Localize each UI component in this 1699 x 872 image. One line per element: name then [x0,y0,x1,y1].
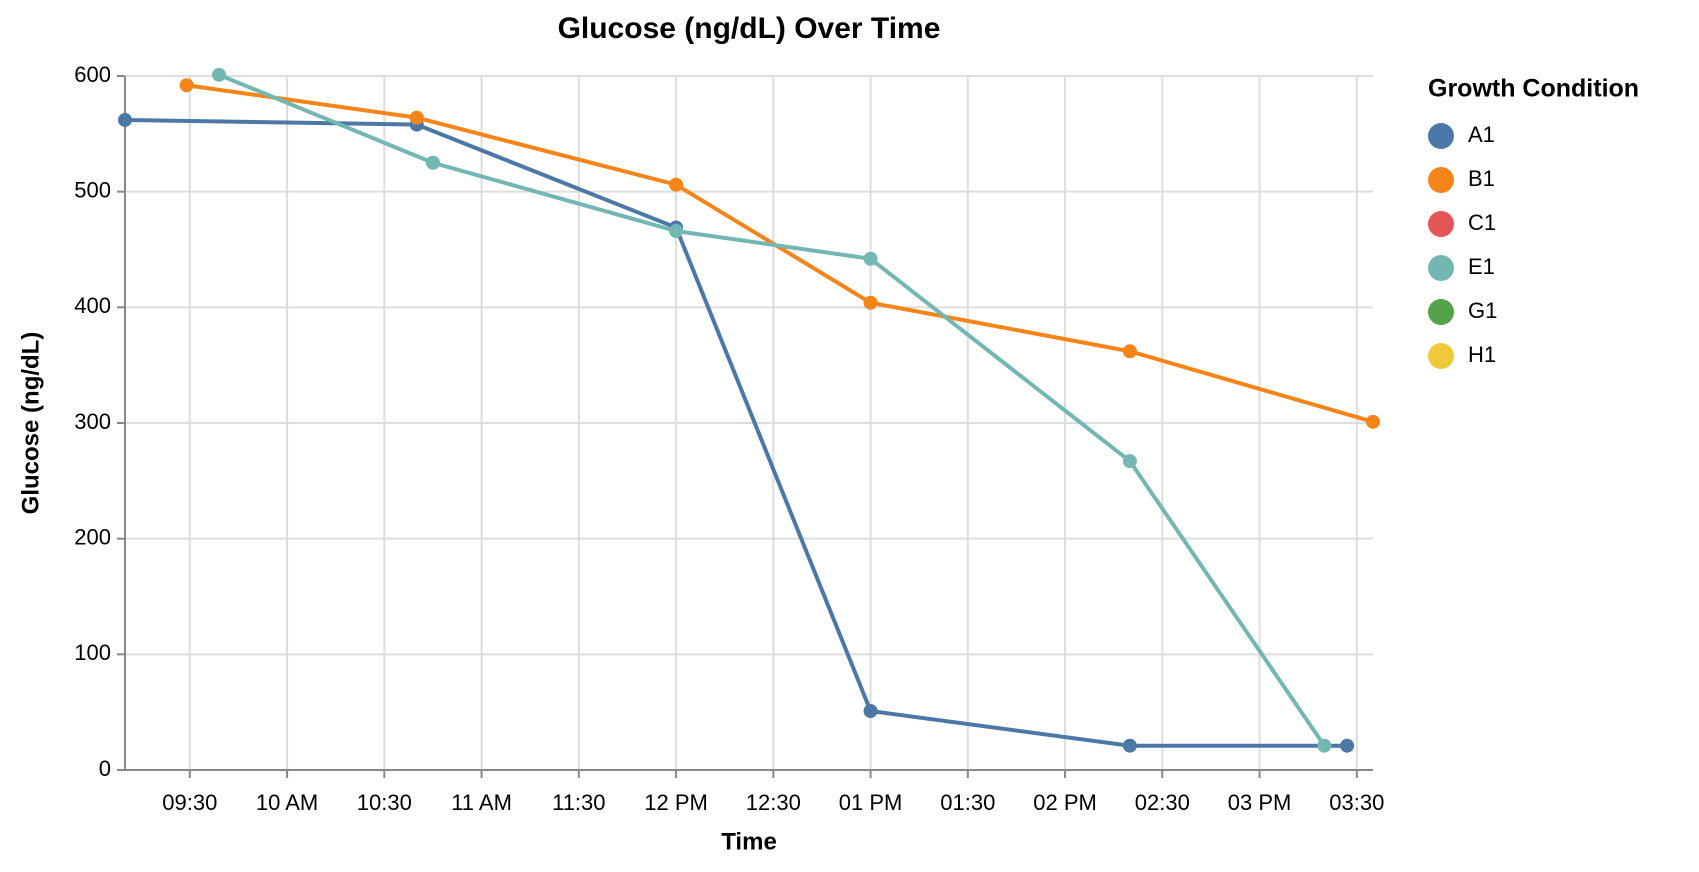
legend-title: Growth Condition [1428,75,1639,103]
legend-swatch [1428,211,1454,237]
data-point [409,110,424,125]
data-point [425,155,440,170]
data-point [179,78,194,93]
chart-title: Glucose (ng/dL) Over Time [558,12,941,45]
x-tick-label: 02 PM [1033,790,1097,815]
y-axis-title: Glucose (ng/dL) [17,332,44,515]
legend-label: E1 [1468,254,1495,279]
legend-swatch [1428,343,1454,369]
y-tick-label: 500 [74,177,111,202]
data-point [863,704,878,719]
legend-swatch [1428,299,1454,325]
y-tick-label: 300 [74,409,111,434]
data-point [1122,344,1137,359]
x-tick-label: 12:30 [746,790,801,815]
x-tick-label: 09:30 [162,790,217,815]
data-point [863,295,878,310]
data-point [212,67,227,82]
legend-swatch [1428,167,1454,193]
legend-label: A1 [1468,122,1495,147]
x-tick-label: 11 AM [451,790,512,815]
y-tick-label: 200 [74,524,111,549]
data-point [669,177,684,192]
x-tick-label: 03 PM [1228,790,1292,815]
legend-label: B1 [1468,166,1495,191]
data-point [1366,414,1380,429]
data-point [1340,738,1355,753]
x-axis-title: Time [721,828,777,855]
x-tick-label: 10:30 [357,790,412,815]
legend-label: C1 [1468,210,1496,235]
y-tick-label: 600 [74,62,111,87]
x-tick-label: 11:30 [552,790,605,815]
series-line [218,72,1327,747]
legend-label: H1 [1468,342,1496,367]
data-point [118,112,132,127]
legend-swatch [1428,123,1454,149]
data-point [669,223,684,238]
x-tick-label: 01:30 [940,790,995,815]
y-tick-label: 400 [74,293,111,318]
y-tick-label: 100 [74,640,111,665]
series-line [124,117,1348,748]
x-tick-label: 02:30 [1135,790,1190,815]
y-tick-label: 0 [99,756,111,781]
legend-swatch [1428,255,1454,281]
data-point [1122,738,1137,753]
data-point [1122,454,1137,469]
x-tick-label: 01 PM [839,790,903,815]
data-point [1317,738,1332,753]
x-tick-label: 03:30 [1329,790,1384,815]
data-point [863,251,878,266]
x-tick-label: 12 PM [644,790,708,815]
legend-label: G1 [1468,298,1497,323]
x-tick-label: 10 AM [256,790,318,815]
